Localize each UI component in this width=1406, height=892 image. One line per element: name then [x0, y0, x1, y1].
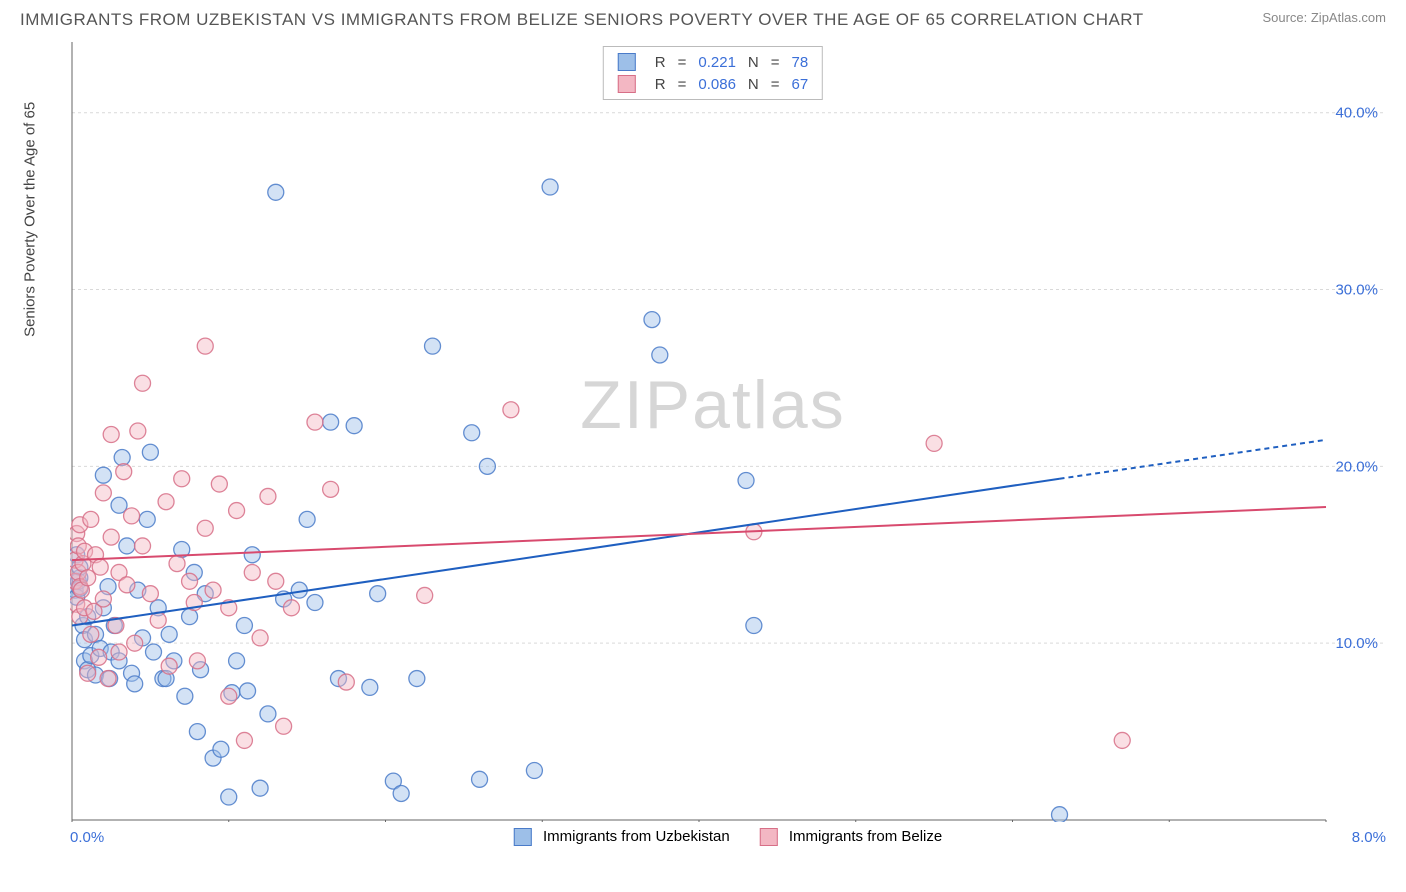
swatch-belize-icon [760, 828, 778, 846]
svg-text:30.0%: 30.0% [1335, 282, 1378, 299]
swatch-belize [618, 75, 636, 93]
x-max-label: 8.0% [1352, 829, 1386, 846]
svg-text:10.0%: 10.0% [1335, 635, 1378, 652]
svg-text:40.0%: 40.0% [1335, 105, 1378, 122]
legend-row-uzbekistan: R= 0.221 N= 78 [618, 51, 808, 73]
series-legend-belize: Immigrants from Belize [760, 828, 943, 846]
x-axis-row: 0.0% Immigrants from Uzbekistan Immigran… [70, 822, 1386, 852]
legend-row-belize: R= 0.086 N= 67 [618, 73, 808, 95]
series-legend-uzbekistan: Immigrants from Uzbekistan [514, 828, 730, 846]
scatter-plot: 10.0% 20.0% 30.0% 40.0% [70, 40, 1386, 822]
series-legend: Immigrants from Uzbekistan Immigrants fr… [514, 828, 942, 846]
source-credit: Source: ZipAtlas.com [1262, 10, 1386, 25]
y-axis-label: Seniors Poverty Over the Age of 65 [22, 102, 39, 337]
source-link[interactable]: ZipAtlas.com [1311, 10, 1386, 25]
chart-title: IMMIGRANTS FROM UZBEKISTAN VS IMMIGRANTS… [20, 10, 1144, 30]
svg-text:20.0%: 20.0% [1335, 458, 1378, 475]
x-min-label: 0.0% [70, 829, 104, 846]
chart-container: Seniors Poverty Over the Age of 65 ZIPat… [40, 40, 1386, 852]
correlation-legend: R= 0.221 N= 78 R= 0.086 N= 67 [603, 46, 823, 100]
swatch-uzbekistan [618, 53, 636, 71]
swatch-uzbekistan-icon [514, 828, 532, 846]
